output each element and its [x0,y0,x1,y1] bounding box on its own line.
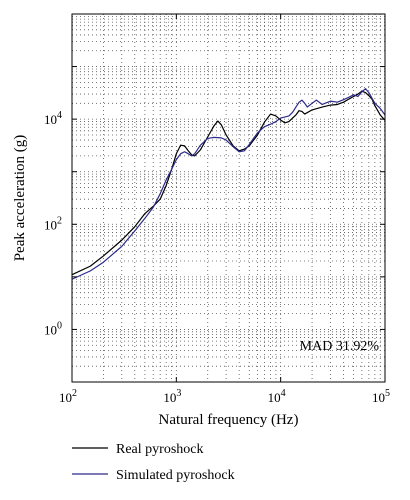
tick-labels: 102 103 104 105 100 102 104 [44,110,390,405]
mad-annotation: MAD 31.92% [300,339,380,354]
plot-frame [71,13,386,383]
series-line-simulated [71,88,386,280]
x-tick-label: 102 [59,388,77,405]
grid-lines [72,14,385,382]
x-tick-label: 104 [268,388,286,405]
series-layer [71,88,386,280]
x-tick-label: 105 [372,388,390,405]
legend-label-real: Real pyroshock [116,442,203,457]
x-tick-label: 103 [163,388,181,405]
legend: Real pyroshock Simulated pyroshock [72,442,235,483]
y-tick-label: 104 [44,110,62,127]
x-axis-label: Natural frequency (Hz) [159,412,299,428]
legend-label-simulated: Simulated pyroshock [116,468,235,483]
y-tick-label: 100 [44,320,62,337]
tick-marks [71,13,386,383]
y-axis-label: Peak acceleration (g) [12,135,28,262]
series-line-real [71,90,386,276]
y-tick-label: 102 [44,215,62,232]
